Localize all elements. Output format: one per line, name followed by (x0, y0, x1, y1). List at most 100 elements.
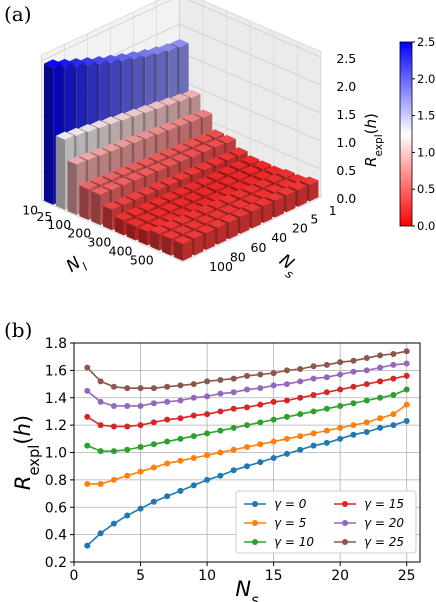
bar-face-top (184, 220, 204, 229)
data-point (337, 359, 344, 366)
data-point (297, 446, 304, 453)
z-tick-label: 0.5 (336, 163, 356, 178)
bar-face-top (241, 165, 260, 175)
data-point (377, 394, 384, 401)
bar-face-left (297, 185, 307, 207)
data-point (230, 405, 237, 412)
bar-face-top (113, 166, 133, 176)
data-point (390, 392, 397, 399)
data-point (150, 498, 157, 505)
bar-face-top (125, 135, 144, 144)
bar-face-left (182, 239, 192, 261)
data-point (323, 389, 330, 396)
data-point (124, 472, 131, 479)
bar-face-top (148, 163, 167, 172)
bar-face-top (67, 156, 86, 165)
data-point (164, 460, 171, 467)
data-point (257, 441, 264, 448)
data-point (124, 423, 131, 430)
bar-face-left (217, 223, 227, 245)
bar-face-top (147, 101, 166, 110)
data-point (244, 463, 250, 470)
bar-face-top (91, 186, 110, 195)
data-point (390, 375, 397, 382)
bar-face-top (43, 59, 63, 68)
bar-face-top (67, 127, 86, 137)
data-point (230, 389, 237, 396)
data-point (110, 520, 117, 527)
bar-face-top (161, 213, 180, 222)
data-point (323, 427, 330, 434)
bar-face-top (217, 134, 236, 144)
data-point (217, 427, 224, 434)
line-chart: 0 5 10 15 20 25 0.2 0.4 0.6 0.8 1.0 1.2 1.4 1.6 1.8 Ns R… (11, 336, 421, 602)
bar-face-top (264, 165, 284, 174)
data-point (257, 385, 264, 392)
data-point (137, 402, 144, 409)
bar-face-top (219, 214, 238, 223)
data-point (310, 392, 317, 399)
x-tick-label: 0 (70, 568, 79, 584)
bar-face-top (102, 143, 121, 152)
bar-face-top (171, 171, 191, 181)
bar-face-top (218, 166, 237, 175)
bar-face-top (196, 225, 215, 234)
data-point (297, 378, 304, 385)
z-tick-label: 2.0 (336, 79, 356, 94)
x-tick-label: 10 (198, 568, 216, 584)
x-tick-label: 300 (87, 234, 111, 249)
bar-face-top (55, 131, 74, 140)
bar-face-right (173, 240, 183, 261)
data-point (350, 431, 357, 438)
bar-face-top (230, 181, 249, 191)
bar-face-top (171, 118, 190, 127)
bar-face-top (102, 171, 121, 180)
bar-face-top (149, 208, 168, 217)
data-point (217, 376, 224, 383)
bar-face-top (125, 172, 144, 181)
x-tick-label: 25 (398, 568, 416, 584)
bar-face-top (230, 199, 250, 209)
x-tick-label: 500 (130, 253, 154, 268)
data-point (97, 480, 104, 487)
data-point (337, 435, 344, 442)
x-axis-label: Nl (63, 251, 91, 281)
data-point (84, 480, 91, 487)
legend-marker (342, 501, 348, 507)
data-point (283, 397, 290, 404)
data-point (190, 433, 197, 440)
data-point (150, 385, 157, 392)
data-point (323, 439, 330, 446)
data-point (137, 444, 144, 451)
data-point (137, 422, 144, 429)
bar-face-top (138, 213, 157, 222)
data-point (350, 422, 357, 429)
bar-face-top (79, 181, 98, 190)
bar-face-top (78, 124, 97, 133)
data-point (97, 378, 104, 385)
data-point (204, 378, 211, 385)
bar-face-left (240, 212, 250, 234)
bar-face-top (194, 162, 214, 171)
data-point (190, 381, 197, 388)
bar-face-top (195, 197, 215, 207)
bar-face-top (158, 43, 178, 52)
bar-face-left (274, 196, 284, 218)
data-point (124, 385, 131, 392)
legend-marker (342, 520, 348, 526)
bar-face-top (160, 176, 179, 186)
bar-face-top (218, 176, 237, 185)
data-point (137, 505, 144, 512)
x-tick-label: 5 (136, 568, 145, 584)
bar-face-top (113, 139, 132, 148)
x-tick-label: 15 (265, 568, 283, 584)
legend-label: γ = 0 (274, 497, 307, 511)
data-point (217, 390, 224, 397)
z-axis-label: Rexpl(h) (362, 113, 385, 167)
data-point (244, 404, 250, 411)
data-point (377, 424, 384, 431)
bar-face-top (173, 215, 192, 224)
x-tick-label: 20 (331, 568, 349, 584)
data-point (323, 405, 330, 412)
bar-face-top (195, 176, 214, 186)
